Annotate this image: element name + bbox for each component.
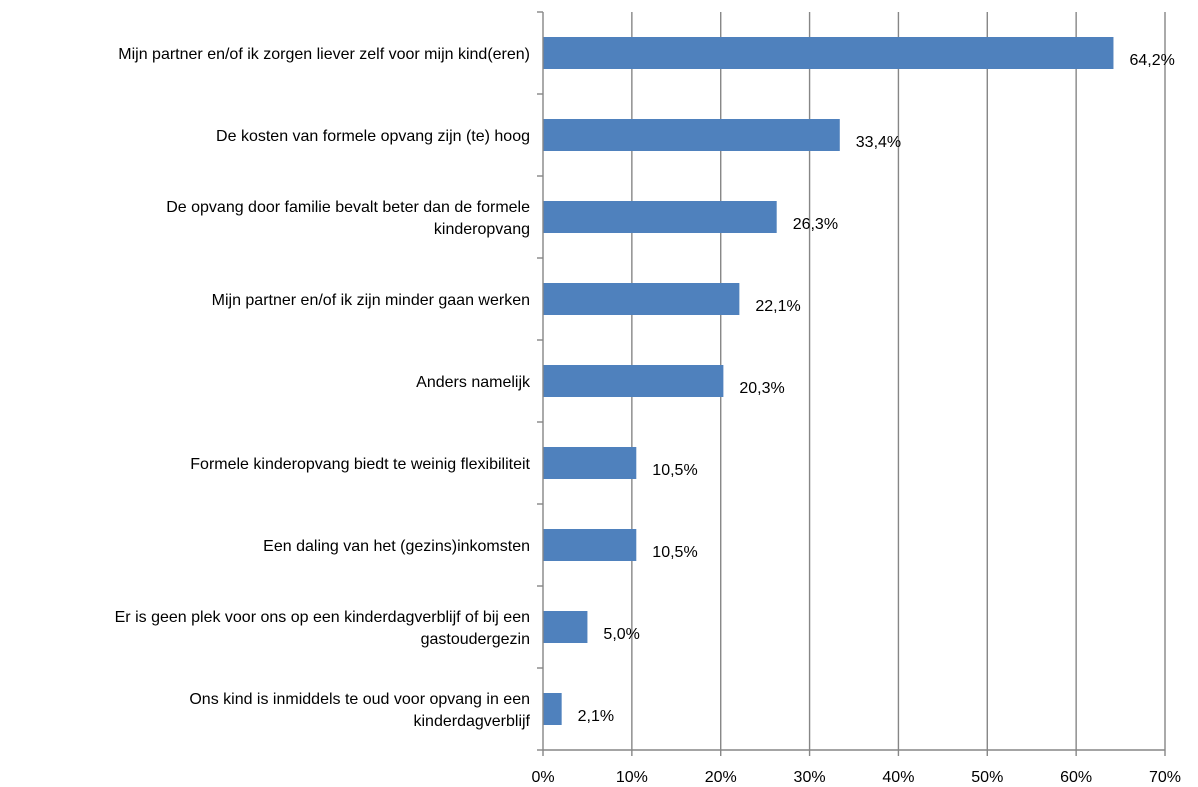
bar [543,529,637,561]
category-label: kinderdagverblijf [413,713,530,730]
category-label: Formele kinderopvang biedt te weinig fle… [190,456,530,473]
x-tick-label: 10% [616,769,648,786]
x-tick-label: 70% [1149,769,1181,786]
bar [543,447,637,479]
data-label: 20,3% [739,380,784,397]
bar [543,201,777,233]
data-label: 33,4% [856,134,901,151]
bar [543,365,724,397]
category-label: Anders namelijk [416,374,531,391]
bar [543,283,740,315]
data-label: 10,5% [652,462,697,479]
data-label: 2,1% [578,708,614,725]
bar [543,693,562,725]
category-label: Ons kind is inmiddels te oud voor opvang… [189,691,530,708]
data-label: 10,5% [652,544,697,561]
category-label: Er is geen plek voor ons op een kinderda… [115,609,530,626]
bar [543,37,1114,69]
x-tick-label: 60% [1060,769,1092,786]
category-label: Mijn partner en/of ik zorgen liever zelf… [118,46,530,63]
category-label: De kosten van formele opvang zijn (te) h… [216,128,530,145]
x-tick-label: 0% [531,769,554,786]
data-label: 5,0% [603,626,639,643]
category-label: gastoudergezin [421,631,530,648]
category-label: Een daling van het (gezins)inkomsten [263,538,530,555]
x-tick-label: 20% [705,769,737,786]
x-tick-label: 30% [794,769,826,786]
data-label: 26,3% [793,216,838,233]
category-label: De opvang door familie bevalt beter dan … [166,199,530,216]
bar [543,611,588,643]
category-label: Mijn partner en/of ik zijn minder gaan w… [212,292,530,309]
category-label: kinderopvang [434,221,530,238]
bar [543,119,840,151]
x-tick-label: 50% [971,769,1003,786]
data-label: 64,2% [1129,52,1174,69]
data-label: 22,1% [755,298,800,315]
x-tick-label: 40% [882,769,914,786]
